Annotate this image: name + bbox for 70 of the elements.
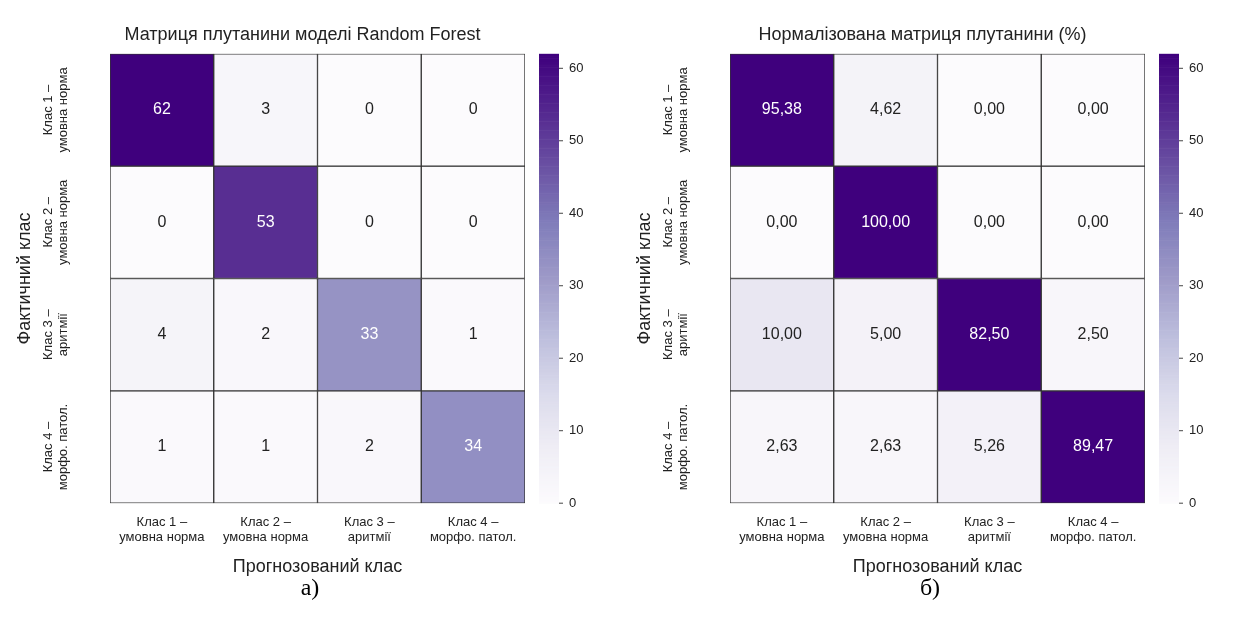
y-tick-label: Клас 1 – умовна норма xyxy=(39,66,71,153)
data-label: 0,00 xyxy=(973,100,1006,118)
y-tick-label: Клас 1 – умовна норма xyxy=(659,66,691,153)
text: б) xyxy=(919,574,941,601)
x-tick-label: Клас 4 – морфо. патол. xyxy=(429,513,517,545)
color-bar-label: 30 xyxy=(1189,277,1204,293)
color-bar-label: 60 xyxy=(1189,59,1204,75)
color-bar-label: 30 xyxy=(569,277,584,293)
data-label: 1 xyxy=(261,437,271,455)
data-label: 10,00 xyxy=(761,325,802,343)
data-label: 4 xyxy=(157,325,167,343)
data-label: 100,00 xyxy=(861,212,911,230)
data-label: 2,50 xyxy=(1077,325,1109,343)
y-tick-label: Клас 2 – умовна норма xyxy=(39,178,71,265)
color-bar-label: 40 xyxy=(1189,204,1204,220)
data-label: 89,47 xyxy=(1073,437,1114,455)
data-label: 33 xyxy=(360,325,379,343)
y-tick-label: Клас 2 – умовна норма xyxy=(659,178,691,265)
data-label: 0,00 xyxy=(766,212,798,230)
y-tick-label: Клас 4 – морфо. патол. xyxy=(39,403,71,491)
y-axis-title: Фактичний клас xyxy=(13,212,34,345)
data-label: 5,26 xyxy=(973,437,1006,455)
x-tick-label: Клас 1 – умовна норма xyxy=(739,513,826,545)
data-label: 34 xyxy=(464,437,483,455)
data-label: 53 xyxy=(256,212,275,230)
x-tick-label: Клас 2 – умовна норма xyxy=(222,513,310,545)
x-axis-title: Прогнозований клас xyxy=(232,556,403,577)
color-bar-label: 10 xyxy=(569,422,584,438)
data-label: 82,50 xyxy=(969,325,1010,343)
data-label: 3 xyxy=(261,100,271,118)
data-label: 0,00 xyxy=(973,212,1006,230)
color-bar-label: 50 xyxy=(569,132,584,148)
data-label: 2 xyxy=(261,325,271,343)
data-label: 1 xyxy=(468,325,478,343)
y-axis-title: Фактичний клас xyxy=(633,212,654,345)
data-label: 0 xyxy=(157,212,167,230)
data-label: 2,63 xyxy=(870,437,902,455)
x-tick-label: Клас 4 – морфо. патол. xyxy=(1049,513,1137,545)
data-label: 62 xyxy=(152,100,171,118)
data-label: 1 xyxy=(157,437,167,455)
data-label: 2 xyxy=(364,437,374,455)
data-label: 0,00 xyxy=(1077,100,1109,118)
y-tick-label: Клас 4 – морфо. патол. xyxy=(659,403,691,491)
x-axis-title: Прогнозований клас xyxy=(852,556,1023,577)
color-bar-label: 10 xyxy=(1189,422,1204,438)
color-bar-label: 20 xyxy=(569,349,584,365)
data-label: 0 xyxy=(468,100,478,118)
color-bar-label: 50 xyxy=(1189,132,1204,148)
color-bar-label: 40 xyxy=(569,204,584,220)
y-tick-label: Клас 3 – аритмії xyxy=(39,308,71,360)
color-bar-label: 0 xyxy=(569,494,577,510)
data-label: 0 xyxy=(364,212,374,230)
data-label: 5,00 xyxy=(870,325,902,343)
chart-title: Нормалізована матриця плутанини (%) xyxy=(758,23,1087,44)
y-tick-label: Клас 3 – аритмії xyxy=(659,308,691,360)
color-bar-label: 20 xyxy=(1189,349,1204,365)
data-label: 0,00 xyxy=(1077,212,1109,230)
x-tick-label: Клас 3 – аритмії xyxy=(344,513,396,545)
data-label: 2,63 xyxy=(766,437,798,455)
text: а) xyxy=(300,574,320,601)
color-bar-label: 60 xyxy=(569,59,584,75)
data-label: 4,62 xyxy=(870,100,902,118)
x-tick-label: Клас 2 – умовна норма xyxy=(842,513,930,545)
x-tick-label: Клас 1 – умовна норма xyxy=(119,513,206,545)
chart-title: Матриця плутанини моделі Random Forest xyxy=(124,23,481,44)
data-label: 95,38 xyxy=(761,100,802,118)
color-bar-label: 0 xyxy=(1189,494,1197,510)
data-label: 0 xyxy=(364,100,374,118)
data-label: 0 xyxy=(468,212,478,230)
x-tick-label: Клас 3 – аритмії xyxy=(964,513,1016,545)
